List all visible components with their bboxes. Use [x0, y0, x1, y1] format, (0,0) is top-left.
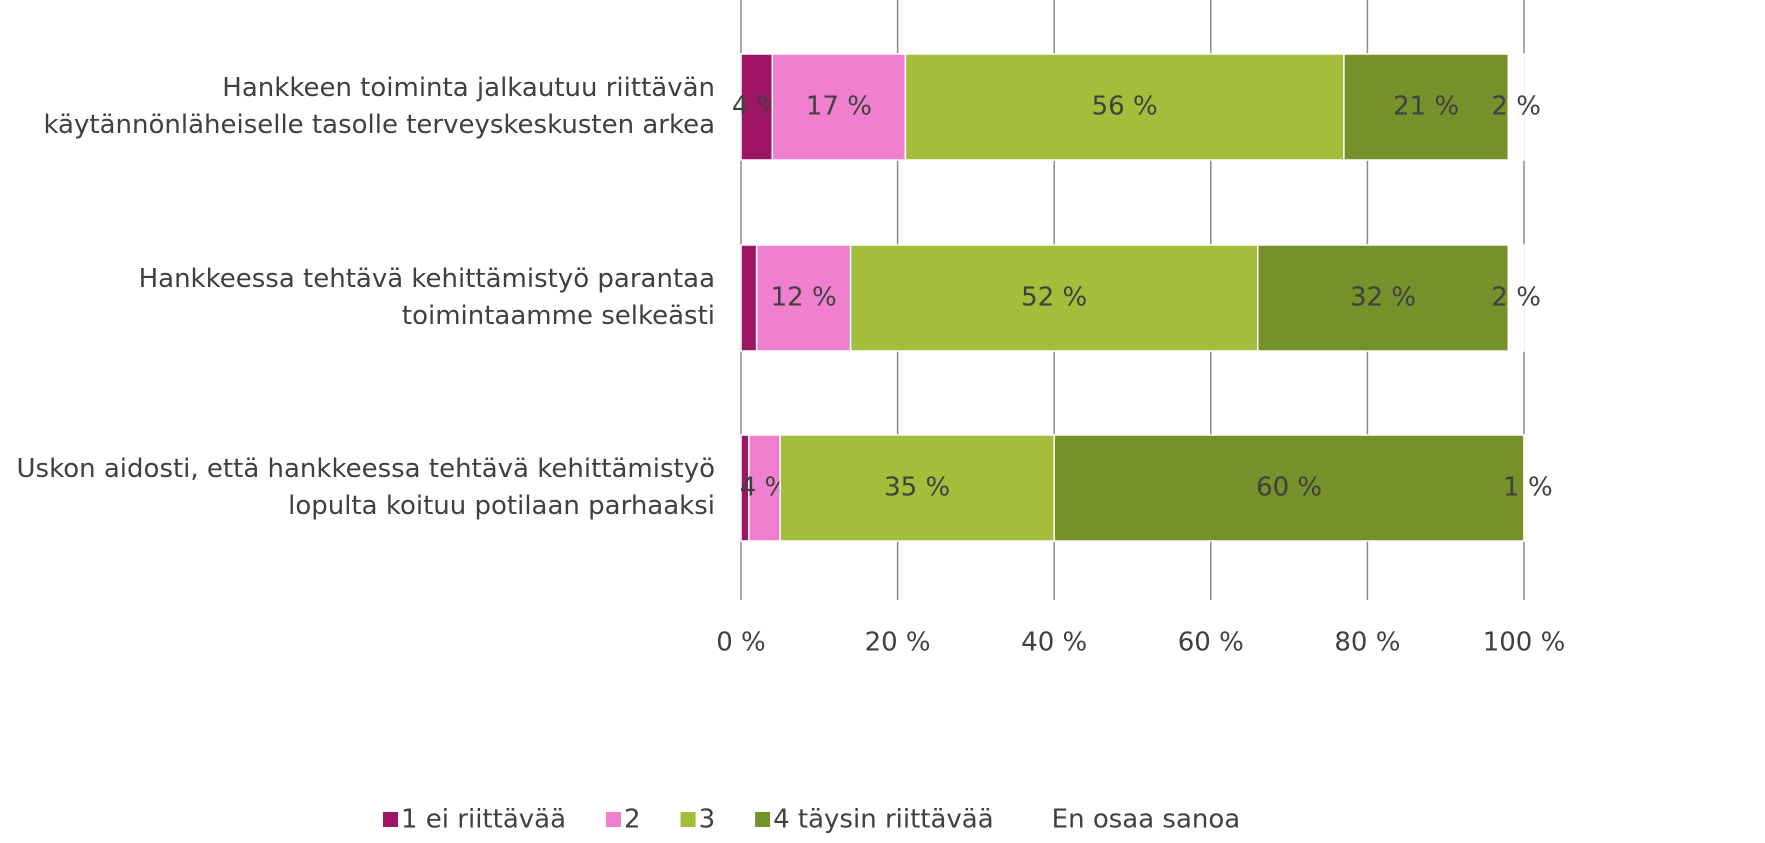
- x-tick-label: 80 %: [1334, 628, 1400, 658]
- legend-swatch: [606, 812, 622, 827]
- category-label: Hankkeessa tehtävä kehittämistyö paranta…: [138, 264, 715, 331]
- bar-segment: [904, 53, 1345, 161]
- bar-segment: [755, 244, 852, 352]
- legend-label: 4 täysin riittävää: [773, 805, 994, 835]
- x-tick-label: 0 %: [716, 628, 766, 658]
- data-label: 60 %: [1256, 473, 1322, 503]
- category-label: Hankkeen toiminta jalkautuu riittävän kä…: [43, 73, 715, 140]
- data-label: 56 %: [1092, 92, 1158, 122]
- data-label: 32 %: [1350, 283, 1416, 313]
- data-label: 17 %: [806, 92, 872, 122]
- bar-segment: [779, 434, 1055, 542]
- data-label: 2 %: [1491, 92, 1541, 122]
- data-label: 1 %: [1503, 473, 1553, 503]
- data-label: 2 %: [1491, 283, 1541, 313]
- x-tick-label: 40 %: [1021, 628, 1087, 658]
- data-label: 12 %: [771, 283, 837, 313]
- legend-label: En osaa sanoa: [1052, 805, 1241, 835]
- x-tick-label: 20 %: [865, 628, 931, 658]
- legend-swatch: [383, 812, 398, 827]
- bar-segment: [740, 53, 774, 161]
- bar-segment: [1507, 244, 1525, 352]
- legend-swatch: [755, 812, 771, 827]
- bar-segment: [1523, 434, 1533, 542]
- data-label: 52 %: [1021, 283, 1087, 313]
- data-label: 35 %: [884, 473, 950, 503]
- bar-segment: [1053, 434, 1525, 542]
- data-label: 21 %: [1393, 92, 1459, 122]
- bar-segment: [849, 244, 1259, 352]
- legend-swatch: [680, 812, 696, 827]
- bar-segment: [771, 53, 907, 161]
- legend-label: 2: [624, 805, 641, 835]
- bar-segment: [1257, 244, 1510, 352]
- x-tick-label: 60 %: [1178, 628, 1244, 658]
- legend-label: 3: [699, 805, 716, 835]
- legend-label: 1 ei riittävää: [401, 805, 566, 835]
- category-label: Uskon aidosti, että hankkeessa tehtävä k…: [16, 454, 715, 521]
- x-tick-label: 100 %: [1483, 628, 1566, 658]
- bar-segment: [740, 244, 758, 352]
- legend-swatch: [1033, 812, 1049, 827]
- bar-segment: [1507, 53, 1525, 161]
